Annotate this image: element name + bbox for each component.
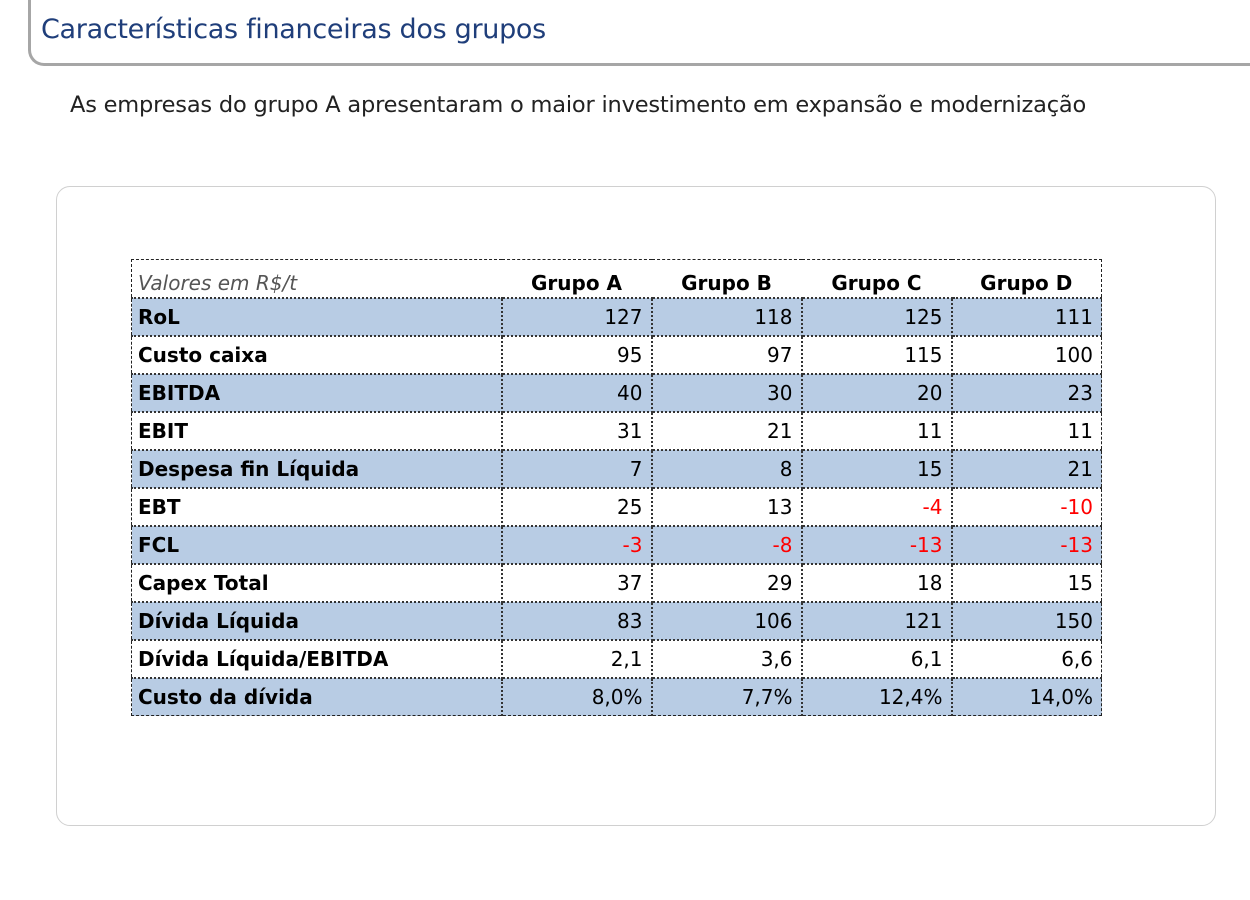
cell-value: -13 — [801, 525, 953, 565]
table-row: EBT 25 13 -4 -10 — [131, 487, 1102, 527]
row-label: Custo caixa — [131, 335, 503, 375]
cell-value: 7 — [501, 449, 653, 489]
page-subtitle: As empresas do grupo A apresentaram o ma… — [70, 92, 1087, 118]
cell-value: 30 — [651, 373, 803, 413]
cell-value: 13 — [651, 487, 803, 527]
cell-value: 121 — [801, 601, 953, 641]
cell-value: 25 — [501, 487, 653, 527]
cell-value: 21 — [951, 449, 1102, 489]
cell-value: 40 — [501, 373, 653, 413]
cell-value: 8,0% — [501, 677, 653, 716]
cell-value: -10 — [951, 487, 1102, 527]
cell-value: 29 — [651, 563, 803, 603]
cell-value: -13 — [951, 525, 1102, 565]
cell-value: 97 — [651, 335, 803, 375]
cell-value: 23 — [951, 373, 1102, 413]
cell-value: 2,1 — [501, 639, 653, 679]
row-label: Capex Total — [131, 563, 503, 603]
cell-value: 37 — [501, 563, 653, 603]
cell-value: 31 — [501, 411, 653, 451]
table-header-row: Valores em R$/t Grupo A Grupo B Grupo C … — [131, 259, 1102, 299]
cell-value: 11 — [951, 411, 1102, 451]
cell-value: 6,1 — [801, 639, 953, 679]
cell-value: 15 — [951, 563, 1102, 603]
page-title: Características financeiras dos grupos — [41, 14, 546, 45]
cell-value: 115 — [801, 335, 953, 375]
cell-value: -8 — [651, 525, 803, 565]
cell-value: 95 — [501, 335, 653, 375]
row-label: EBITDA — [131, 373, 503, 413]
cell-value: 15 — [801, 449, 953, 489]
cell-value: -4 — [801, 487, 953, 527]
cell-value: 106 — [651, 601, 803, 641]
financial-table: Valores em R$/t Grupo A Grupo B Grupo C … — [131, 259, 1102, 716]
table-row: EBIT 31 21 11 11 — [131, 411, 1102, 451]
cell-value: 7,7% — [651, 677, 803, 716]
cell-value: 118 — [651, 297, 803, 337]
cell-value: 18 — [801, 563, 953, 603]
table-row: Dívida Líquida 83 106 121 150 — [131, 601, 1102, 641]
cell-value: 6,6 — [951, 639, 1102, 679]
row-label: Despesa fin Líquida — [131, 449, 503, 489]
cell-value: 12,4% — [801, 677, 953, 716]
row-label: EBT — [131, 487, 503, 527]
column-header-grupo-a: Grupo A — [501, 259, 652, 299]
table-row: Custo da dívida 8,0% 7,7% 12,4% 14,0% — [131, 677, 1102, 716]
table-row: Custo caixa 95 97 115 100 — [131, 335, 1102, 375]
cell-value: 8 — [651, 449, 803, 489]
table-row: Dívida Líquida/EBITDA 2,1 3,6 6,1 6,6 — [131, 639, 1102, 679]
cell-value: -3 — [501, 525, 653, 565]
cell-value: 3,6 — [651, 639, 803, 679]
row-label: Dívida Líquida — [131, 601, 503, 641]
table-row: Despesa fin Líquida 7 8 15 21 — [131, 449, 1102, 489]
column-header-grupo-c: Grupo C — [801, 259, 952, 299]
column-header-grupo-b: Grupo B — [651, 259, 802, 299]
cell-value: 111 — [951, 297, 1102, 337]
row-label: RoL — [131, 297, 503, 337]
cell-value: 11 — [801, 411, 953, 451]
cell-value: 100 — [951, 335, 1102, 375]
table-corner-label: Valores em R$/t — [131, 259, 502, 299]
table-row: EBITDA 40 30 20 23 — [131, 373, 1102, 413]
cell-value: 150 — [951, 601, 1102, 641]
cell-value: 127 — [501, 297, 653, 337]
cell-value: 125 — [801, 297, 953, 337]
table-row: FCL -3 -8 -13 -13 — [131, 525, 1102, 565]
row-label: Dívida Líquida/EBITDA — [131, 639, 503, 679]
cell-value: 21 — [651, 411, 803, 451]
cell-value: 14,0% — [951, 677, 1102, 716]
row-label: FCL — [131, 525, 503, 565]
row-label: EBIT — [131, 411, 503, 451]
row-label: Custo da dívida — [131, 677, 503, 716]
cell-value: 83 — [501, 601, 653, 641]
title-bar — [28, 0, 1250, 66]
table-row: RoL 127 118 125 111 — [131, 297, 1102, 337]
cell-value: 20 — [801, 373, 953, 413]
table-body: RoL 127 118 125 111 Custo caixa 95 97 115 100 EBIT… — [131, 297, 1102, 716]
column-header-grupo-d: Grupo D — [951, 259, 1102, 299]
table-row: Capex Total 37 29 18 15 — [131, 563, 1102, 603]
